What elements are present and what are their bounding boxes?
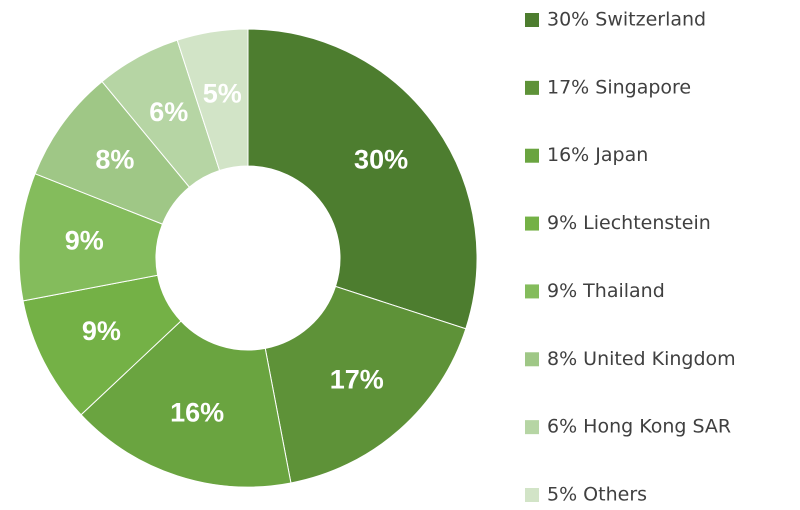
legend-label: 9% Thailand [547, 280, 665, 302]
legend-swatch [525, 284, 539, 299]
slice [176, 28, 249, 172]
data-label: 8% [95, 144, 134, 174]
data-label: 30% [354, 144, 408, 174]
data-label: 16% [170, 398, 224, 428]
legend-label: 5% Others [547, 484, 647, 506]
data-label: 6% [149, 97, 188, 127]
legend-swatch [525, 13, 539, 27]
data-label: 9% [82, 316, 121, 346]
slice [80, 320, 292, 488]
legend-label: 17% Singapore [547, 76, 691, 98]
legend-label: 16% Japan [547, 144, 648, 166]
legend-swatch [525, 148, 539, 163]
legend-label: 8% United Kingdom [547, 348, 736, 370]
legend-swatch [525, 80, 539, 95]
data-label: 9% [65, 226, 104, 256]
data-label: 17% [330, 365, 384, 395]
slice [264, 285, 467, 484]
legend-label: 30% Switzerland [547, 9, 706, 31]
legend-swatch [525, 488, 539, 502]
legend-label: 9% Liechtenstein [547, 212, 711, 234]
legend-swatch [525, 216, 539, 231]
slice [247, 28, 478, 330]
data-label: 5% [203, 79, 242, 109]
legend-swatch [525, 420, 539, 435]
legend-label: 6% Hong Kong SAR [547, 416, 731, 438]
legend-swatch [525, 352, 539, 367]
